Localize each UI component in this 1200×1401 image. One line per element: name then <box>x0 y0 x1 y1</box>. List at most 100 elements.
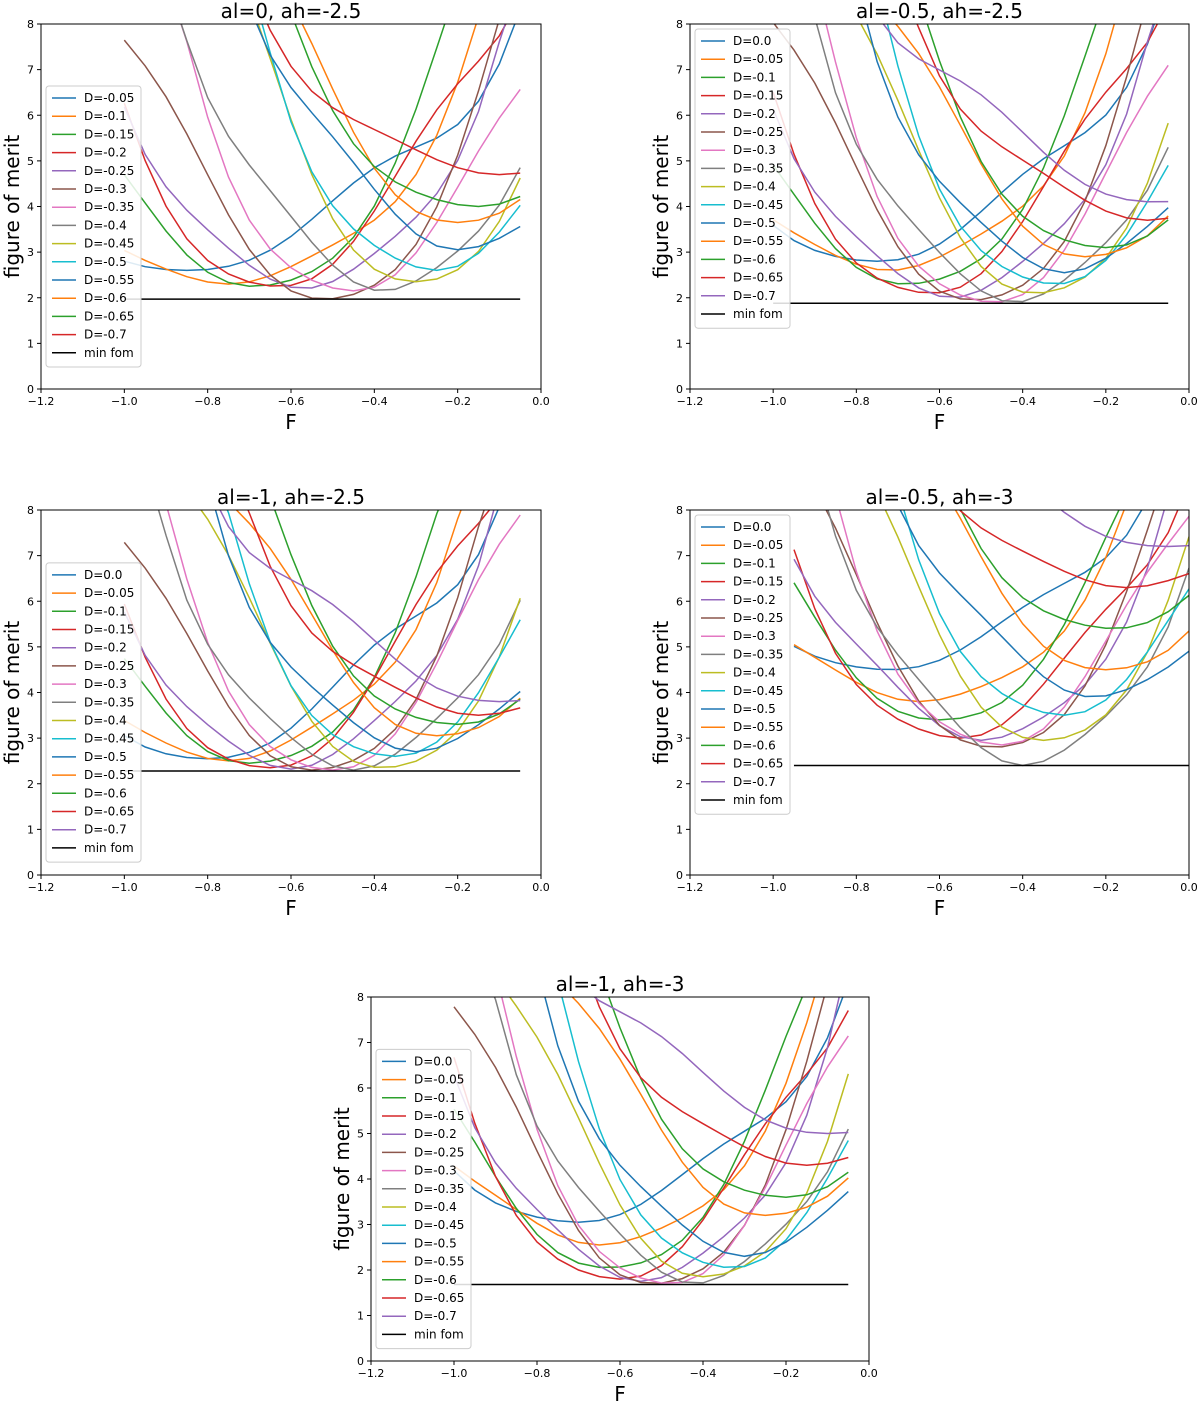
series-line-D=-0.2 <box>772 24 1155 298</box>
legend-label: D=-0.5 <box>84 750 127 764</box>
y-tick-label: 8 <box>27 18 34 31</box>
legend-label: min fom <box>84 841 134 855</box>
series-line-D=-0.05 <box>123 510 462 762</box>
x-tick-label: −1.2 <box>677 395 704 408</box>
y-tick-label: 5 <box>357 1128 364 1141</box>
legend-box <box>694 28 791 329</box>
series-line-D=-0.05 <box>793 510 1125 703</box>
series-line-D=-0.35 <box>157 510 521 771</box>
series-line-D=-0.1 <box>453 997 804 1269</box>
series-line-D=-0.65 <box>958 510 1189 589</box>
y-axis-label: figure of merit <box>649 135 673 279</box>
y-tick-label: 2 <box>676 778 683 791</box>
legend-label: D=-0.5 <box>414 1236 457 1250</box>
x-tick-label: 0.0 <box>532 395 550 408</box>
series-line-D=-0.45 <box>257 24 521 283</box>
x-tick-label: −1.0 <box>441 1367 468 1380</box>
y-tick-label: 0 <box>676 383 683 396</box>
series-line-D=-0.1 <box>793 510 1120 721</box>
x-tick-label: −0.8 <box>524 1367 551 1380</box>
series-line-D=-0.15 <box>772 24 1159 294</box>
legend-label: D=-0.45 <box>84 732 134 746</box>
legend: D=0.0 D=-0.05 D=-0.1 D=-0.15 D=-0.2 D=-0.25 D=… <box>694 28 791 329</box>
legend-label: D=-0.05 <box>84 586 134 600</box>
x-tick-label: −0.2 <box>773 1367 800 1380</box>
legend-label: D=-0.15 <box>84 127 134 141</box>
series-line-D=-0.1 <box>123 24 477 285</box>
y-tick-label: 3 <box>676 246 683 259</box>
legend-label: D=-0.4 <box>414 1200 457 1214</box>
legend-label: D=-0.5 <box>733 702 776 716</box>
y-tick-label: 8 <box>676 504 683 517</box>
legend-label: D=-0.15 <box>84 623 134 637</box>
legend-label: D=-0.15 <box>414 1109 464 1123</box>
legend-label: D=-0.65 <box>733 271 783 285</box>
legend-label: D=-0.3 <box>733 143 776 157</box>
y-tick-label: 4 <box>676 201 683 214</box>
legend-label: D=-0.2 <box>733 107 776 121</box>
legend-label: D=-0.65 <box>733 757 783 771</box>
legend-label: D=-0.4 <box>84 714 127 728</box>
y-tick-label: 2 <box>27 292 34 305</box>
legend-label: D=-0.45 <box>733 198 783 212</box>
series-line-D=-0.35 <box>493 997 849 1284</box>
series-line-D=-0.45 <box>903 510 1189 717</box>
series-line-D=-0.55 <box>954 510 1189 671</box>
y-tick-label: 6 <box>27 109 34 122</box>
legend: D=0.0 D=-0.05 D=-0.1 D=-0.15 D=-0.2 D=-0.25 D=… <box>375 1048 472 1350</box>
y-tick-label: 3 <box>357 1219 364 1232</box>
legend-label: D=-0.15 <box>733 89 783 103</box>
x-axis-label: F <box>285 896 297 920</box>
axes-frame <box>370 996 870 1362</box>
series-line-D=-0.55 <box>571 997 849 1217</box>
x-tick-label: −0.4 <box>690 1367 717 1380</box>
series-line-D=-0.3 <box>838 510 1189 746</box>
legend-label: D=-0.4 <box>733 180 776 194</box>
legend-label: D=-0.3 <box>733 629 776 643</box>
x-tick-label: 0.0 <box>532 881 550 894</box>
series-line-D=-0.7 <box>1060 510 1189 548</box>
y-tick-label: 1 <box>676 337 683 350</box>
y-tick-label: 5 <box>676 155 683 168</box>
x-tick-label: −0.2 <box>1092 395 1119 408</box>
series-line-D=-0.1 <box>772 24 1097 285</box>
series-line-D=-0.6 <box>926 24 1169 249</box>
series-line-D=-0.4 <box>508 997 850 1278</box>
x-axis-label: F <box>934 410 946 434</box>
y-tick-label: 1 <box>27 337 34 350</box>
y-tick-label: 8 <box>27 504 34 517</box>
series-line-D=-0.35 <box>815 24 1169 303</box>
chart-title: al=0, ah=-2.5 <box>221 0 362 23</box>
x-axis-label: F <box>614 1382 626 1401</box>
legend-label: D=-0.35 <box>84 200 134 214</box>
legend-label: D=-0.55 <box>414 1255 464 1269</box>
x-tick-label: −0.8 <box>194 881 221 894</box>
series-line-D=-0.1 <box>123 510 440 764</box>
legend-label: D=-0.2 <box>84 641 127 655</box>
legend-label: D=-0.25 <box>84 164 134 178</box>
y-tick-label: 6 <box>27 595 34 608</box>
legend-label: D=-0.25 <box>84 659 134 673</box>
x-tick-label: −0.8 <box>194 395 221 408</box>
y-tick-label: 6 <box>357 1082 364 1095</box>
y-tick-label: 1 <box>357 1310 364 1323</box>
series-line-D=-0.35 <box>827 510 1189 767</box>
legend-label: D=-0.05 <box>733 538 783 552</box>
legend: D=0.0 D=-0.05 D=-0.1 D=-0.15 D=-0.2 D=-0.25 D=… <box>45 562 142 863</box>
y-tick-label: 0 <box>27 869 34 882</box>
legend-label: min fom <box>84 346 134 360</box>
x-tick-label: −1.2 <box>28 881 55 894</box>
series-line-D=-0.65 <box>294 24 521 208</box>
legend-label: D=-0.2 <box>84 146 127 160</box>
axes-frame <box>689 23 1190 390</box>
legend-label: D=-0.7 <box>84 823 127 837</box>
axes-frame <box>40 23 542 390</box>
y-tick-label: 4 <box>27 687 34 700</box>
legend-label: D=-0.7 <box>414 1309 457 1323</box>
legend-label: D=-0.55 <box>84 768 134 782</box>
y-tick-label: 2 <box>676 292 683 305</box>
legend-label: D=-0.05 <box>733 52 783 66</box>
